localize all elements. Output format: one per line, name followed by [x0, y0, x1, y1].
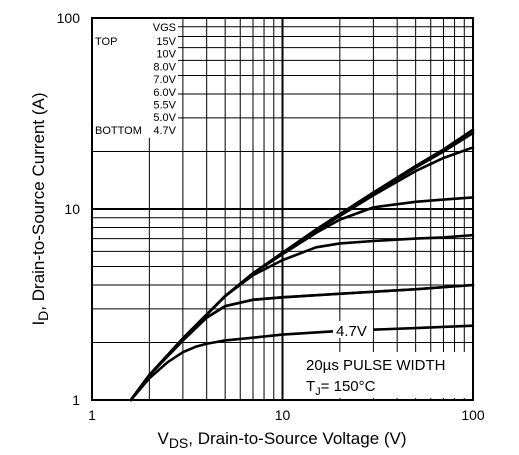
legend-entry: 15V: [156, 36, 176, 48]
annotation-tj-prefix: T: [306, 378, 315, 395]
y-tick-label: 100: [57, 10, 81, 26]
x-tick-label: 100: [461, 407, 485, 423]
y-axis-title-rest: , Drain-to-Source Current (A): [29, 92, 48, 310]
legend-entry: 8.0V: [153, 61, 176, 73]
legend-header: VGS: [153, 22, 176, 34]
legend-background: [92, 18, 178, 138]
legend-entry: 7.0V: [153, 74, 176, 86]
legend-bottom-label: BOTTOM: [95, 125, 142, 137]
y-axis-title-sub: D: [35, 311, 51, 321]
annotation-background: [300, 352, 472, 398]
legend-entry: 5.5V: [153, 100, 176, 112]
y-tick-label: 10: [64, 201, 80, 217]
series-lines: [129, 128, 475, 402]
annotation-tj-sub: J: [315, 386, 321, 398]
legend: VGS TOP BOTTOM 15V10V8.0V7.0V6.0V5.5V5.0…: [95, 22, 177, 137]
x-axis-title-main: V: [157, 429, 169, 448]
y-axis-title: ID, Drain-to-Source Current (A): [29, 92, 51, 325]
x-axis-title-sub: DS: [169, 435, 188, 451]
tick-labels: 1 10 100 1 10 100: [57, 10, 485, 423]
x-tick-label: 1: [88, 407, 96, 423]
annotation-tj-value: 150°C: [334, 378, 376, 395]
plot-frame: [91, 17, 474, 401]
series-line-5-0v: [129, 283, 475, 402]
curve-label-background: [333, 321, 373, 338]
x-axis-title-rest: , Drain-to-Source Voltage (V): [188, 429, 406, 448]
legend-top-label: TOP: [95, 36, 117, 48]
legend-entry: 10V: [156, 49, 176, 61]
x-tick-label: 10: [275, 407, 291, 423]
y-axis-title-main: I: [29, 321, 48, 326]
curve-label-4-7v: 4.7V: [336, 323, 367, 340]
annotation-tj-eq: =: [321, 378, 334, 395]
legend-entry: 5.0V: [153, 112, 176, 124]
grid: [92, 18, 473, 400]
legend-entry: 6.0V: [153, 87, 176, 99]
x-axis-title: VDS, Drain-to-Source Voltage (V): [157, 429, 406, 451]
annotation-pulse-width: 20µs PULSE WIDTH: [306, 357, 446, 374]
annotation-temperature: TJ= 150°C: [306, 378, 376, 398]
legend-entry: 4.7V: [153, 125, 176, 137]
y-tick-label: 1: [72, 392, 80, 408]
